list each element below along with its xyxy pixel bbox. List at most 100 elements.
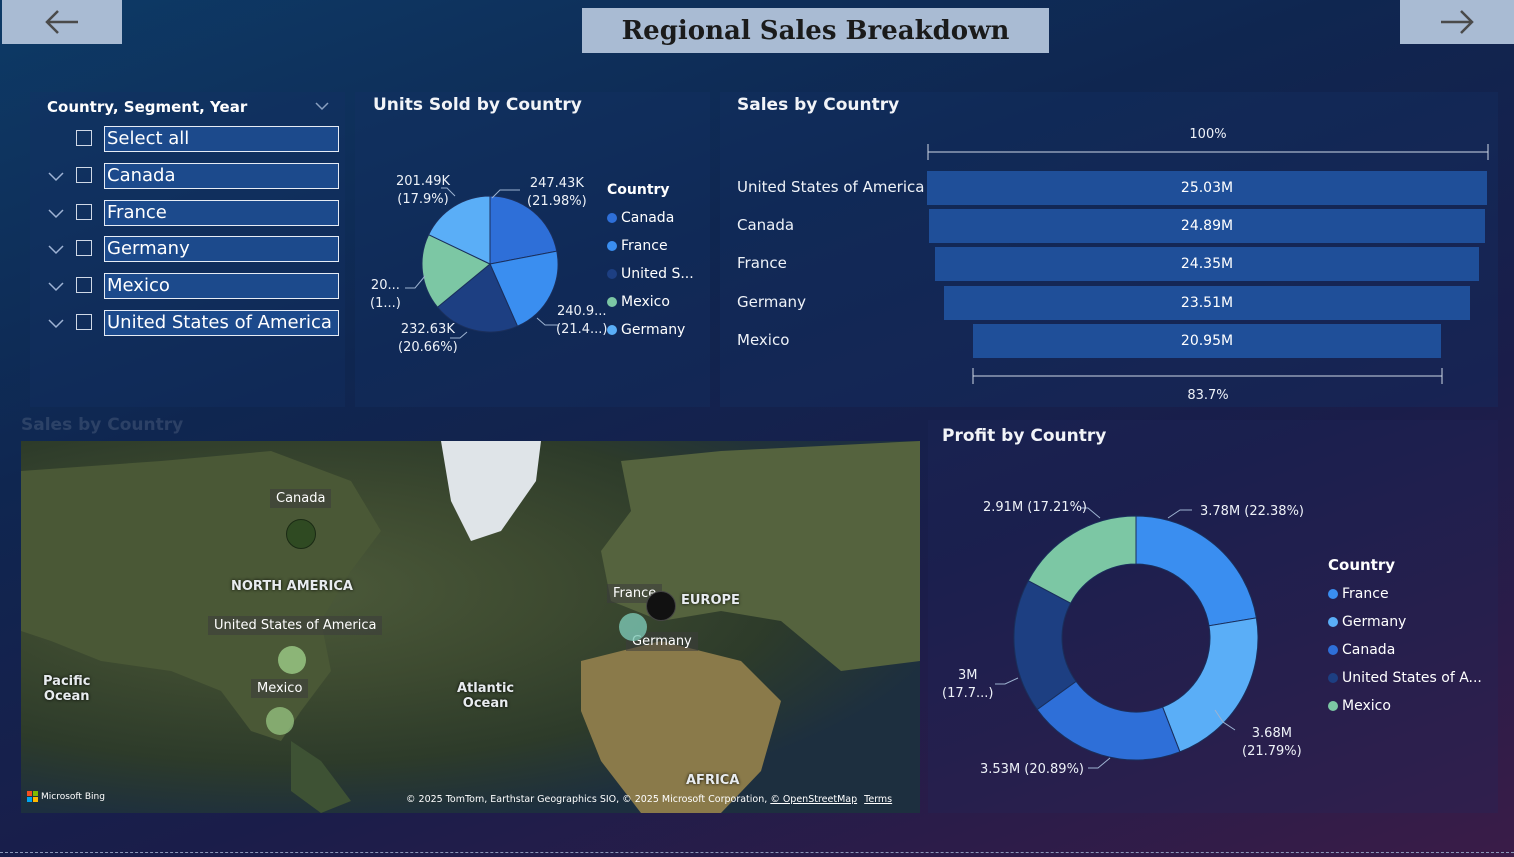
chevron-down-icon[interactable] [46, 313, 66, 333]
funnel-bottom-percent: 83.7% [1187, 388, 1229, 403]
sales-chart-title: Sales by Country [737, 95, 900, 115]
map-bubble-france[interactable] [646, 591, 676, 621]
legend-dot-icon [1328, 617, 1338, 627]
map-bubble-usa[interactable] [278, 646, 306, 674]
units-slice-mexico[interactable] [421, 233, 491, 308]
checkbox[interactable] [76, 130, 92, 146]
units-legend: Country Canada France United S... Mexico Ger… [607, 182, 694, 338]
back-button[interactable] [2, 0, 122, 44]
map-bubble-mexico[interactable] [266, 707, 294, 735]
map-label-north-america: NORTH AMERICA [231, 579, 353, 594]
profit-legend: Country France Germany Canada United States… [1328, 556, 1482, 714]
funnel-bar[interactable]: 20.95M [972, 324, 1442, 358]
funnel-category-label: Canada [737, 216, 795, 234]
units-slice-france[interactable] [489, 250, 559, 327]
profit-leader-lines [995, 507, 1236, 769]
funnel-top-percent: 100% [1189, 127, 1227, 142]
units_chart-legend-item[interactable]: Canada [607, 210, 694, 226]
units-label-usa: 232.63K (20.66%) [398, 322, 458, 355]
profit_chart-legend-item[interactable]: Mexico [1328, 698, 1482, 714]
map-landmass [21, 441, 920, 813]
checkbox[interactable] [76, 277, 92, 293]
legend-item-label: Germany [621, 322, 686, 338]
units-label-mexico: 20... (1...) [370, 278, 401, 311]
chevron-down-icon[interactable] [46, 239, 66, 259]
units-slice-germany[interactable] [427, 195, 491, 265]
slicer-item[interactable]: Canada [46, 163, 341, 189]
chevron-down-icon[interactable] [46, 166, 66, 186]
forward-button[interactable] [1400, 0, 1514, 44]
map-bubble-germany[interactable] [619, 613, 647, 641]
leader-line-units-usa [450, 331, 468, 339]
page-title: Regional Sales Breakdown [582, 8, 1049, 53]
profit-label-usa: 3M (17.7...) [942, 668, 994, 701]
units-slice-united-states-of-america[interactable] [436, 263, 519, 333]
funnel-bar[interactable]: 24.89M [928, 209, 1486, 243]
map-tag-usa: United States of America [208, 616, 383, 635]
osm-link[interactable]: © OpenStreetMap [770, 794, 858, 805]
checkbox[interactable] [76, 240, 92, 256]
profit_chart-legend-item[interactable]: France [1328, 586, 1482, 602]
legend-item-label: Germany [1342, 614, 1407, 630]
slicer-item[interactable]: United States of America [46, 310, 341, 336]
funnel-category-label: Mexico [737, 331, 790, 349]
profit-chart-title: Profit by Country [942, 426, 1107, 446]
chevron-down-icon[interactable] [46, 276, 66, 296]
profit-label-canada: 3.53M (20.89%) [980, 762, 1085, 777]
units_chart-legend-item[interactable]: Mexico [607, 294, 694, 310]
map-tag-mexico: Mexico [251, 679, 309, 698]
legend-dot-icon [1328, 645, 1338, 655]
funnel-bar[interactable]: 24.35M [934, 247, 1480, 281]
units_chart-legend-item[interactable]: United S... [607, 266, 694, 282]
page-title-text: Regional Sales Breakdown [621, 15, 1010, 46]
profit_chart-legend-item[interactable]: United States of A... [1328, 670, 1482, 686]
legend-item-label: France [621, 238, 668, 254]
chevron-down-icon[interactable] [46, 203, 66, 223]
legend-dot-icon [607, 297, 617, 307]
profit_chart-legend-item[interactable]: Germany [1328, 614, 1482, 630]
slicer-item[interactable]: Select all [46, 126, 341, 152]
profit-donut-chart [1013, 515, 1259, 761]
units_chart-legend-item[interactable]: France [607, 238, 694, 254]
chevron-down-icon[interactable] [314, 100, 330, 112]
map-title: Sales by Country [21, 415, 184, 435]
slicer-item-label: Canada [104, 163, 339, 189]
map-attribution: © 2025 TomTom, Earthstar Geographics SIO… [406, 794, 892, 805]
funnel-bar-value: 20.95M [1180, 333, 1234, 349]
map-bubble-canada[interactable] [286, 519, 316, 549]
profit-label-germany: 3.68M (21.79%) [1242, 726, 1302, 759]
profit_chart-legend-item[interactable]: Canada [1328, 642, 1482, 658]
profit-slice-mexico[interactable] [1027, 515, 1137, 604]
units_chart-legend-item[interactable]: Germany [607, 322, 694, 338]
funnel-bar[interactable]: 25.03M [927, 171, 1487, 205]
leader-line-profit-germany [1214, 709, 1236, 731]
legend-dot-icon [1328, 673, 1338, 683]
legend-item-label: Canada [621, 210, 675, 226]
bottom-divider [0, 852, 1514, 853]
slicer-item-label: United States of America [104, 310, 339, 336]
leader-line-profit-canada [1088, 757, 1111, 769]
legend-dot-icon [607, 241, 617, 251]
funnel-bar[interactable]: 23.51M [944, 286, 1470, 320]
bing-logo-text: Microsoft Bing [41, 791, 105, 802]
map-tag-germany: Germany [626, 632, 698, 651]
sales-map[interactable]: NORTH AMERICA EUROPE AFRICA Pacific Ocea… [21, 441, 920, 813]
microsoft-logo-icon [27, 791, 38, 802]
units-slice-canada[interactable] [489, 195, 558, 265]
checkbox[interactable] [76, 167, 92, 183]
map-label-pacific: Pacific Ocean [43, 674, 91, 704]
checkbox[interactable] [76, 314, 92, 330]
funnel-bottom-bracket [972, 368, 1443, 384]
map-label-atlantic: Atlantic Ocean [457, 681, 515, 711]
slicer-item[interactable]: France [46, 200, 341, 226]
profit-legend-title: Country [1328, 556, 1396, 574]
slicer-item[interactable]: Mexico [46, 273, 341, 299]
legend-dot-icon [607, 269, 617, 279]
map-tag-canada: Canada [270, 489, 332, 508]
slicer-item[interactable]: Germany [46, 236, 341, 262]
leader-line-units-france [536, 317, 558, 326]
legend-item-label: United States of A... [1342, 670, 1482, 686]
checkbox[interactable] [76, 204, 92, 220]
slicer-item-label: France [104, 200, 339, 226]
terms-link[interactable]: Terms [864, 794, 893, 805]
